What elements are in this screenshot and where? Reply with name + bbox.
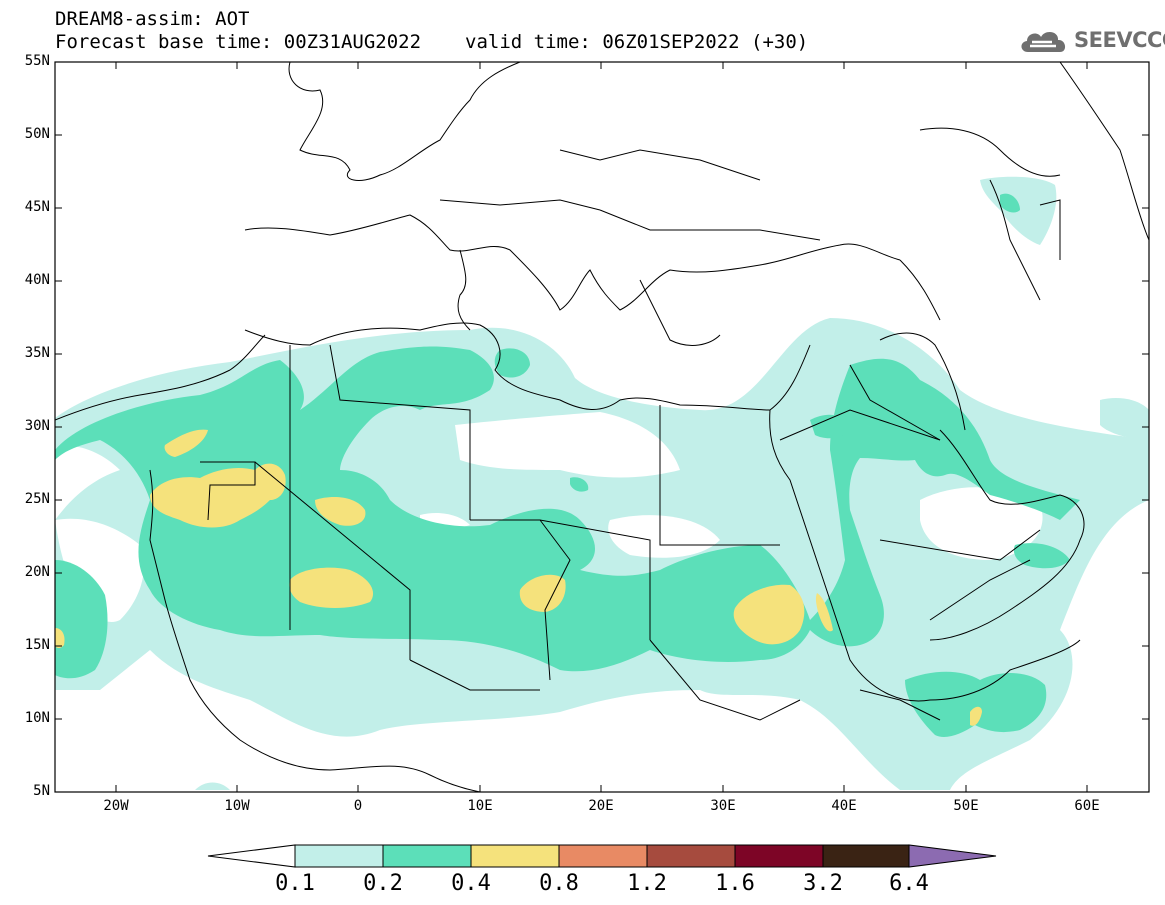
time-line: Forecast base time: 00Z31AUG2022 valid ti… — [55, 31, 808, 53]
lon-label: 20W — [103, 798, 129, 814]
lat-label: 20N — [24, 564, 50, 580]
lat-label: 10N — [24, 710, 50, 726]
colorbar-label: 0.4 — [451, 871, 491, 896]
colorbar-over-triangle — [908, 844, 997, 868]
lon-label: 40E — [831, 798, 857, 814]
logo-text: SEEVCCC — [1074, 28, 1165, 52]
colorbar-label: 3.2 — [803, 871, 843, 896]
colorbar — [207, 844, 997, 868]
colorbar-label: 0.8 — [539, 871, 579, 896]
chart-title: DREAM8-assim: AOT — [55, 8, 250, 30]
lon-label: 10E — [467, 798, 493, 814]
lon-label: 60E — [1074, 798, 1100, 814]
colorbar-swatch-6 — [822, 844, 910, 868]
seevccc-logo: SEEVCCC — [1018, 24, 1165, 56]
valid-time: valid time: 06Z01SEP2022 (+30) — [465, 31, 809, 53]
colorbar-swatch-2 — [470, 844, 560, 868]
aot-field — [55, 62, 1149, 792]
lon-label: 20E — [588, 798, 614, 814]
aot-clear-areas — [55, 412, 1043, 790]
lat-label: 50N — [24, 126, 50, 142]
lat-label: 55N — [24, 53, 50, 69]
lat-label: 25N — [24, 491, 50, 507]
colorbar-label: 1.6 — [715, 871, 755, 896]
lat-label: 5N — [33, 783, 50, 799]
colorbar-label: 0.1 — [275, 871, 315, 896]
lon-label: 0 — [353, 798, 363, 814]
colorbar-swatch-1 — [382, 844, 472, 868]
colorbar-label: 6.4 — [889, 871, 929, 896]
colorbar-label: 0.2 — [363, 871, 403, 896]
colorbar-swatch-0 — [294, 844, 384, 868]
aot-high-band — [55, 429, 982, 726]
lon-label: 30E — [710, 798, 736, 814]
axis-ticks — [55, 61, 1149, 792]
colorbar-swatch-5 — [734, 844, 824, 868]
lat-label: 45N — [24, 199, 50, 215]
colorbar-swatch-3 — [558, 844, 648, 868]
colorbar-label: 1.2 — [627, 871, 667, 896]
country-borders — [200, 149, 1061, 721]
cloud-icon — [1021, 31, 1066, 52]
base-time: Forecast base time: 00Z31AUG2022 — [55, 31, 422, 53]
lon-label: 10W — [224, 798, 250, 814]
colorbar-swatch-4 — [646, 844, 736, 868]
coastlines — [55, 62, 1149, 792]
lon-label: 50E — [953, 798, 979, 814]
lat-label: 30N — [24, 418, 50, 434]
lat-label: 15N — [24, 637, 50, 653]
lat-label: 35N — [24, 345, 50, 361]
colorbar-under-triangle — [207, 844, 296, 868]
lat-label: 40N — [24, 272, 50, 288]
